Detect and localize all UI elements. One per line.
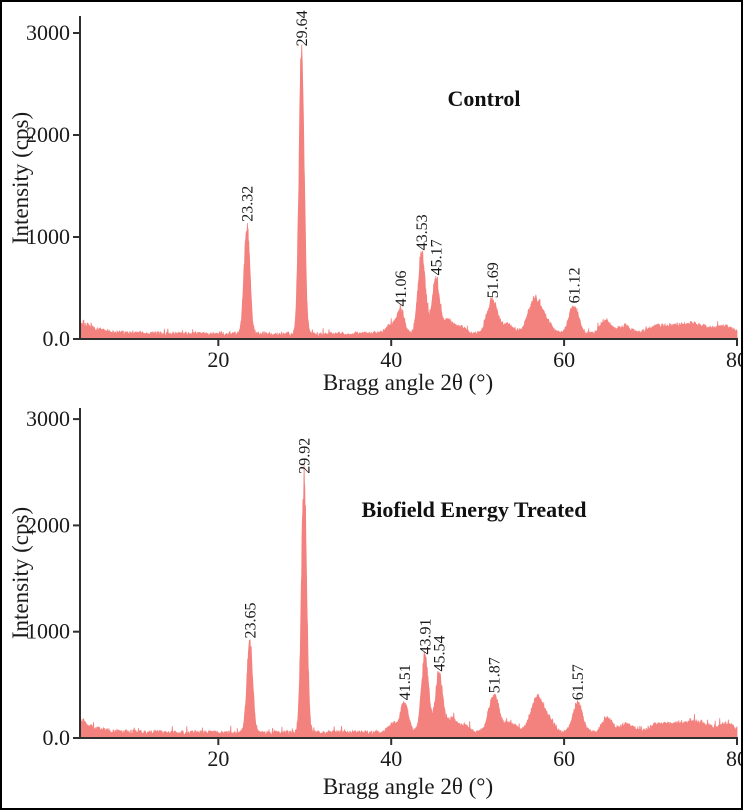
peak-annotation: 23.32 [240,186,257,222]
peak-annotation: 61.57 [570,664,587,700]
peak-annotation: 41.51 [397,664,414,700]
peak-annotation: 51.87 [486,657,503,693]
peak-annotation: 51.69 [485,262,502,298]
y-tick-label: 3000 [26,406,70,431]
chart-control: 20 40 60 80 0.0 1000 2000 3000 23.32 29.64 41.06 43… [2,2,741,400]
x-axis-label: Bragg angle 2θ (°) [322,774,494,799]
x-tick-label: 60 [553,347,575,372]
treated-plot-svg: 20 40 60 80 0.0 1000 2000 3000 23.65 29.92 41.5143… [26,406,741,771]
x-tick-label: 20 [207,347,229,372]
y-tick-label: 2000 [26,122,70,147]
y-tick-label: 3000 [26,20,70,45]
y-tick-label: 0.0 [43,326,71,351]
peak-annotation: 29.64 [294,10,311,46]
y-tick-label: 1000 [26,619,70,644]
x-tick-label: 40 [380,746,402,771]
y-axis-label: Intensity (cps) [8,111,33,245]
x-tick-label: 80 [726,746,741,771]
chart-title-treated: Biofield Energy Treated [361,497,587,522]
y-tick-label: 0.0 [43,725,71,750]
peak-annotation: 61.12 [566,267,583,303]
peak-annotation: 29.92 [297,438,314,474]
xrd-trace [79,44,738,340]
x-tick-label: 40 [380,347,402,372]
x-tick-label: 20 [207,746,229,771]
chart-biofield-treated: 20 40 60 80 0.0 1000 2000 3000 23.65 29.92 41.5143… [2,400,741,808]
peak-annotation: 43.53 [414,214,431,250]
y-axis-label: Intensity (cps) [8,506,33,640]
y-tick-label: 2000 [26,512,70,537]
x-tick-label: 80 [726,347,741,372]
xrd-trace [79,465,738,739]
x-tick-label: 60 [553,746,575,771]
peak-annotation: 41.06 [393,271,410,307]
peak-annotation: 23.65 [242,603,259,639]
chart-title-control: Control [447,86,521,111]
peak-annotation: 45.54 [432,636,449,672]
control-plot-svg: 20 40 60 80 0.0 1000 2000 3000 23.32 29.64 41.06 43… [26,10,741,372]
peak-annotation: 45.17 [428,239,445,275]
y-tick-label: 1000 [26,224,70,249]
x-axis-label: Bragg angle 2θ (°) [322,370,494,395]
peak-annotation: 43.91 [418,619,435,655]
